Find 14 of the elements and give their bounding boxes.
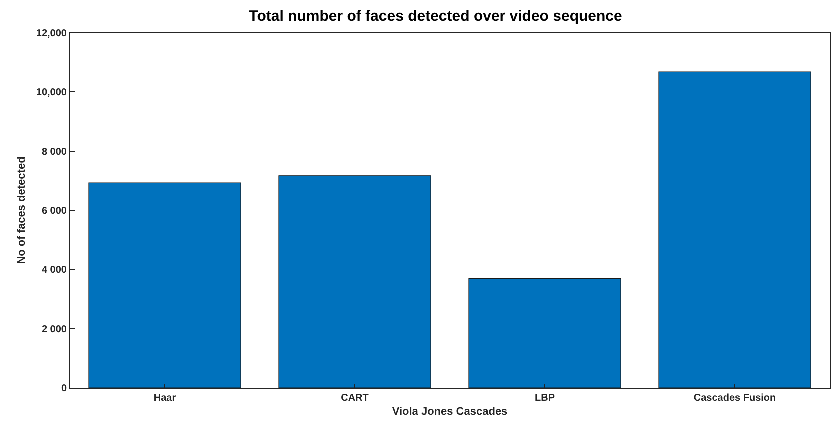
y-tick-label: 8 000	[42, 146, 68, 158]
y-axis-title: No of faces detected	[16, 156, 28, 264]
x-axis-title: Viola Jones Cascades	[392, 406, 508, 418]
x-tick-label: Cascades Fusion	[694, 393, 776, 404]
y-tick-label: 0	[61, 384, 68, 394]
x-tick-label: Haar	[154, 393, 176, 404]
x-tick-label: CART	[341, 393, 369, 404]
x-tick-label: LBP	[535, 393, 556, 404]
y-tick-label: 4 000	[42, 265, 68, 276]
chart-title: Total number of faces detected over video sequence	[249, 8, 622, 26]
y-tick-label: 6 000	[42, 206, 68, 217]
y-tick-label: 12,000	[36, 28, 68, 40]
y-tick-label: 2 000	[42, 324, 68, 336]
y-tick-label: 10,000	[36, 88, 68, 99]
